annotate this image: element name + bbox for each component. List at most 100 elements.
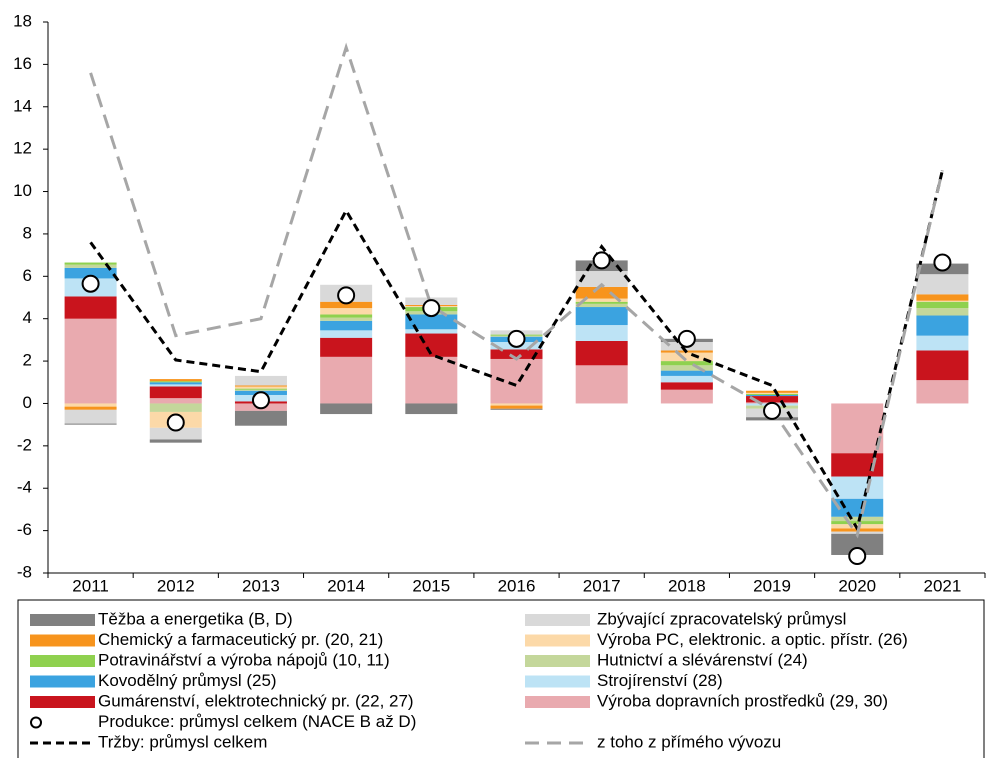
bar-segment — [490, 405, 543, 409]
marker — [677, 329, 696, 348]
legend-label: Strojírenství (28) — [597, 671, 723, 690]
y-tick-label: -4 — [17, 478, 32, 497]
marker — [507, 329, 526, 348]
bar-segment — [746, 396, 799, 403]
legend-label: Tržby: průmysl celkem — [98, 732, 267, 751]
legend-label: Těžba a energetika (B, D) — [98, 609, 293, 628]
bar-segment — [405, 329, 458, 334]
bar-segment — [746, 394, 799, 397]
x-tick-label: 2016 — [498, 576, 536, 595]
bar-segment — [660, 375, 713, 383]
bar-segment — [320, 403, 373, 415]
bar-segment — [660, 352, 713, 362]
bar-segment — [660, 382, 713, 390]
bar-segment — [575, 286, 628, 299]
bar-segment — [149, 439, 202, 443]
legend-swatch — [525, 634, 590, 647]
bar-segment — [831, 498, 884, 517]
legend-label: z toho z přímého vývozu — [597, 732, 781, 751]
legend-swatch — [30, 696, 95, 708]
bar-segment — [746, 393, 799, 395]
bar-segment — [575, 365, 628, 404]
bar-segment — [746, 392, 799, 394]
bar-segment — [234, 385, 287, 387]
y-tick-label: 10 — [13, 181, 32, 200]
marker — [81, 274, 100, 293]
bar-segment — [575, 301, 628, 304]
marker — [592, 251, 611, 270]
y-tick-label: 14 — [13, 96, 32, 115]
bar-segment — [490, 403, 543, 406]
y-tick-label: 4 — [23, 308, 32, 327]
legend-swatch — [30, 634, 95, 647]
y-tick-label: 18 — [13, 11, 32, 30]
bar-segment — [660, 361, 713, 366]
bar-segment — [660, 370, 713, 376]
bar-segment — [149, 403, 202, 412]
bar-segment — [916, 350, 969, 381]
bar-segment — [64, 423, 117, 425]
bar-segment — [575, 298, 628, 302]
y-tick-label: 12 — [13, 139, 32, 158]
legend-label: Kovodělný průmysl (25) — [98, 671, 277, 690]
bar-segment — [831, 516, 884, 522]
line-series — [89, 169, 944, 533]
legend-label: Zbývající zpracovatelský průmysl — [597, 609, 846, 628]
y-tick-label: 2 — [23, 351, 32, 370]
legend-swatch — [525, 614, 590, 626]
bar-segment — [660, 389, 713, 404]
bar-segment — [320, 317, 373, 321]
bar-segment — [64, 406, 117, 410]
bar-segment — [916, 315, 969, 336]
bar-segment — [575, 340, 628, 366]
bar-segment — [64, 267, 117, 279]
bar-segment — [320, 356, 373, 404]
legend-label: Chemický a farmaceutický pr. (20, 21) — [98, 630, 383, 649]
bar-segment — [320, 320, 373, 331]
bar-segment — [490, 408, 543, 410]
y-tick-label: -6 — [17, 520, 32, 539]
bar-segment — [575, 303, 628, 308]
bar-segment — [64, 264, 117, 268]
legend-label: Potravinářství a výroba nápojů (10, 11) — [98, 650, 390, 669]
bar-segment — [320, 337, 373, 357]
bar-segment — [916, 300, 969, 302]
y-tick-label: 0 — [23, 393, 32, 412]
bar-segment — [149, 386, 202, 399]
x-tick-label: 2013 — [242, 576, 280, 595]
bar-segment — [575, 307, 628, 326]
legend-swatch — [525, 696, 590, 708]
legend-swatch — [525, 675, 590, 688]
bar-segment — [149, 381, 202, 383]
bar-segment — [234, 389, 287, 391]
bar-segment — [149, 398, 202, 404]
bar-segment — [64, 296, 117, 319]
legend-label: Výroba PC, elektronic. a optic. přístr. … — [597, 630, 908, 649]
legend-swatch — [30, 675, 95, 688]
x-tick-label: 2015 — [412, 576, 450, 595]
marker — [337, 286, 356, 305]
legend-label: Gumárenství, elektrotechnický pr. (22, 2… — [98, 691, 414, 710]
marker — [422, 299, 441, 318]
bar-segment — [660, 365, 713, 371]
bar-segment — [831, 533, 884, 555]
bar-segment — [234, 375, 287, 386]
bar-segment — [234, 386, 287, 389]
y-tick-label: 16 — [13, 54, 32, 73]
bar-segment — [234, 388, 287, 390]
y-tick-label: 6 — [23, 266, 32, 285]
bar-segment — [405, 314, 458, 330]
marker — [166, 413, 185, 432]
legend-label: Výroba dopravních prostředků (29, 30) — [597, 691, 888, 710]
y-tick-label: -2 — [17, 435, 32, 454]
bar-segment — [916, 308, 969, 316]
bar-segment — [575, 271, 628, 287]
x-tick-label: 2018 — [668, 576, 706, 595]
marker — [848, 547, 867, 566]
bar-segment — [490, 358, 543, 404]
bar-segment — [64, 262, 117, 265]
bar-segment — [746, 390, 799, 393]
bar-segment — [320, 301, 373, 309]
bar-segment — [575, 325, 628, 341]
